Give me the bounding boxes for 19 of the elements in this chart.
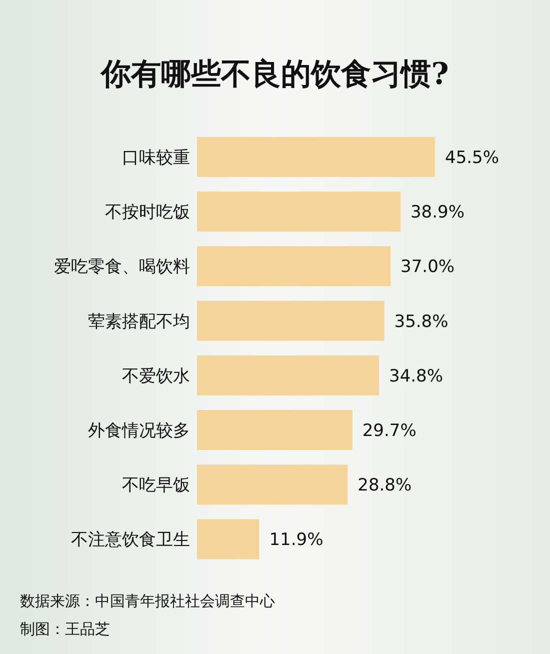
chart-title: 你有哪些不良的饮食习惯? <box>99 57 449 92</box>
text: 制图：王品芝 <box>20 620 110 638</box>
data-label: 37.0% <box>400 257 455 278</box>
y-tick-label: 爱吃零食、喝饮料 <box>54 257 190 278</box>
data-label: 28.8% <box>358 476 412 496</box>
y-tick-label: 不爱饮水 <box>122 366 190 386</box>
data-label: 38.9% <box>410 202 464 223</box>
y-tick-label: 不吃早饭 <box>122 476 190 496</box>
data-label: 35.8% <box>394 312 448 332</box>
data-label: 34.8% <box>389 366 444 386</box>
y-tick-label: 不按时吃饭 <box>105 202 190 223</box>
y-tick-label: 口味较重 <box>122 148 190 168</box>
y-tick-label: 不注意饮食卫生 <box>71 530 190 550</box>
y-tick-label: 荤素搭配不均 <box>88 312 190 332</box>
data-label: 11.9% <box>269 530 324 550</box>
data-label: 29.7% <box>362 421 416 441</box>
source-note: 数据来源：中国青年报社社会调查中心 <box>20 592 275 610</box>
data-label: 45.5% <box>445 148 500 168</box>
y-tick-label: 外食情况较多 <box>88 421 190 441</box>
